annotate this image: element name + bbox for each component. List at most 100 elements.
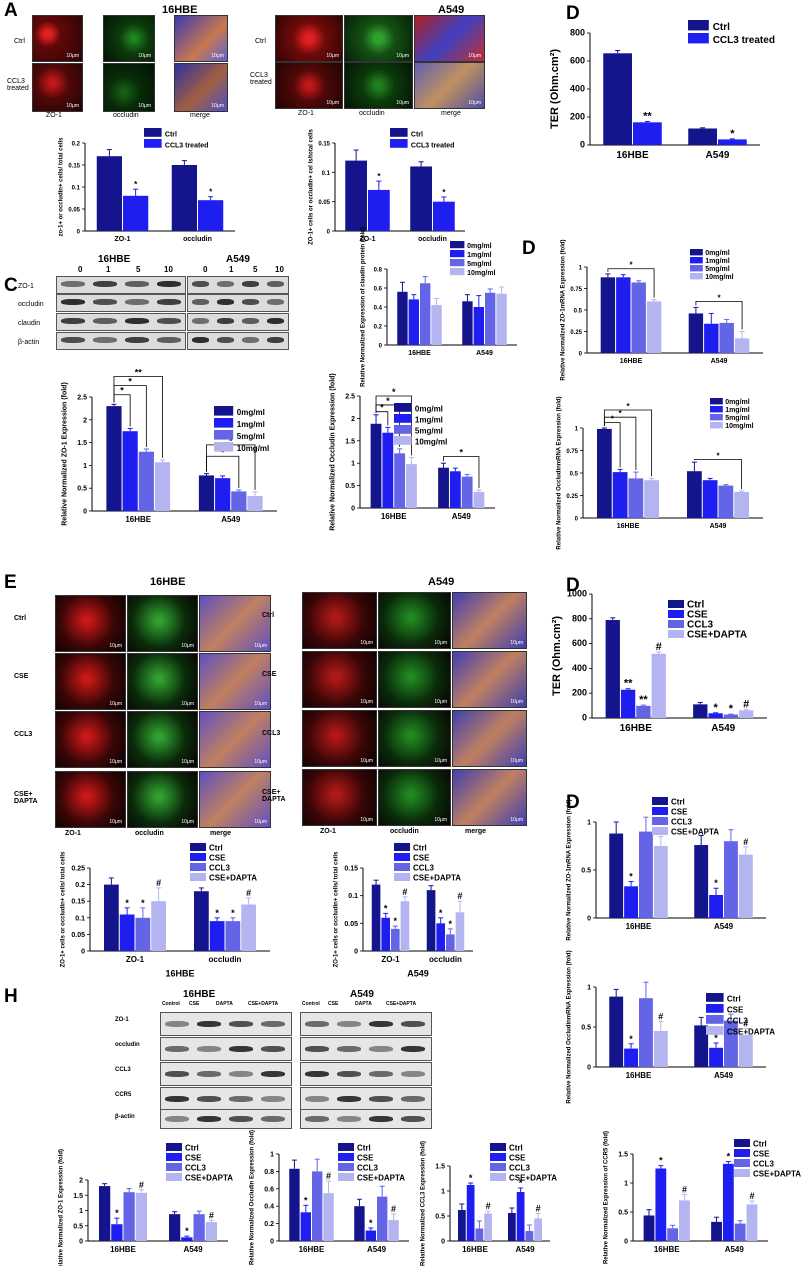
panel-h-blot-strip	[160, 1109, 292, 1129]
bar	[135, 1192, 147, 1241]
bar	[709, 1047, 723, 1067]
bar	[687, 471, 702, 518]
x-axis-label: A549	[407, 969, 429, 979]
bar	[371, 884, 381, 951]
wb-band	[197, 1096, 221, 1102]
category-label: 16HBE	[616, 150, 649, 161]
significance-mark: #	[402, 887, 407, 897]
micro-a-16hbe-ctrl-zo1: 10μm	[32, 15, 83, 62]
panel-e-micrograph: 10μm	[452, 651, 527, 708]
y-tick-label: 0.75	[566, 449, 578, 455]
legend-label: Ctrl	[357, 1144, 371, 1153]
y-tick-label: 0	[624, 1239, 628, 1246]
significance-mark: #	[743, 699, 749, 711]
wb-band	[229, 1021, 253, 1027]
legend-label: CCL3	[357, 1164, 378, 1173]
legend-label: CSE	[727, 1005, 744, 1014]
category-label: A549	[183, 1245, 203, 1254]
significance-mark: *	[394, 916, 398, 926]
bar	[458, 1210, 466, 1241]
wb-band	[242, 337, 259, 343]
panel-e-micrograph: 10μm	[302, 651, 377, 708]
legend-swatch	[706, 1015, 724, 1024]
wb-band	[261, 1046, 285, 1052]
bar	[620, 689, 636, 718]
wb-band	[401, 1096, 425, 1102]
wb-band	[267, 318, 284, 324]
legend-label: Ctrl	[687, 600, 704, 611]
bar	[724, 841, 738, 918]
bar	[106, 406, 122, 511]
category-label: 16HBE	[462, 1245, 488, 1254]
legend-label: CSE	[671, 808, 688, 817]
significance-mark: #	[656, 641, 662, 653]
panel-e-row-label: CSE	[14, 673, 29, 680]
bar	[198, 475, 215, 511]
significance-mark: **	[135, 367, 143, 377]
legend-label: 10mg/ml	[705, 274, 733, 281]
legend-swatch	[166, 1143, 182, 1151]
wb-band	[242, 299, 259, 305]
wb-band	[157, 281, 181, 287]
y-tick-label: 0.2	[374, 325, 383, 331]
bar	[394, 453, 406, 508]
y-tick-label: 0.15	[68, 164, 80, 170]
panel-h-blot-strip	[300, 1087, 432, 1111]
panel-e-micrograph: 10μm	[127, 595, 198, 652]
wb-band	[157, 337, 181, 343]
legend-swatch	[690, 273, 703, 280]
significance-mark: *	[134, 180, 138, 189]
wb-band	[165, 1071, 189, 1077]
category-label: ZO-1	[381, 955, 400, 964]
legend-label: 0mg/ml	[705, 250, 730, 257]
panel-e-micrograph: 10μm	[302, 592, 377, 649]
legend-swatch	[652, 827, 668, 835]
bar	[639, 831, 653, 918]
y-tick-label: 0.6	[374, 287, 383, 293]
significance-mark: *	[716, 452, 720, 461]
bar	[631, 282, 646, 353]
legend-swatch	[166, 1163, 182, 1171]
wb-band	[93, 299, 117, 305]
y-tick-label: 0.05	[68, 208, 80, 214]
wb-band	[369, 1096, 393, 1102]
panel-e-micrograph: 10μm	[55, 771, 126, 828]
bar	[354, 1206, 365, 1241]
significance-mark: *	[369, 1218, 373, 1228]
legend-swatch	[490, 1173, 506, 1181]
significance-mark: *	[729, 703, 734, 715]
scale-bar-label: 10μm	[434, 817, 447, 823]
significance-mark: **	[639, 694, 648, 706]
scale-bar-label: 10μm	[109, 819, 122, 825]
legend-label: CSE+DAPTA	[753, 1170, 801, 1179]
category-label: 16HBE	[110, 1245, 136, 1254]
y-tick-label: 0.8	[374, 268, 383, 274]
legend-swatch	[190, 863, 206, 871]
panel-letter-b: D	[566, 3, 580, 24]
category-label: ZO-1	[360, 236, 376, 243]
category-label: occludin	[183, 236, 212, 243]
legend-swatch	[690, 257, 703, 264]
y-tick-label: 400	[572, 663, 587, 673]
legend-label: CSE+DAPTA	[687, 630, 747, 641]
significance-mark: *	[629, 1034, 633, 1044]
y-tick-label: 0.5	[574, 309, 583, 315]
panel-a-row-ctrl-16hbe: Ctrl	[14, 38, 25, 45]
legend-swatch	[190, 873, 206, 881]
y-tick-label: 0.2	[75, 882, 85, 889]
scale-bar-label: 10μm	[181, 643, 194, 649]
wb-band	[61, 299, 85, 305]
bar	[516, 1192, 525, 1241]
panel-h-lane-label: CSE	[189, 1001, 200, 1007]
significance-mark: #	[457, 891, 462, 901]
legend-swatch	[338, 1143, 354, 1151]
panel-e-col-label: ZO-1	[320, 828, 336, 835]
significance-mark: *	[659, 1156, 663, 1166]
panel-c-dose-label: 0	[78, 265, 83, 274]
bar	[639, 998, 653, 1067]
panel-c-row-bactin: β-actin	[18, 339, 40, 346]
panel-h-lane-label: CSE+DAPTA	[386, 1001, 417, 1007]
wb-band	[165, 1046, 189, 1052]
chart-g2: 0 0.5 1 * #16HBE * # A549 Relative Normalized Oc…	[566, 950, 775, 1103]
